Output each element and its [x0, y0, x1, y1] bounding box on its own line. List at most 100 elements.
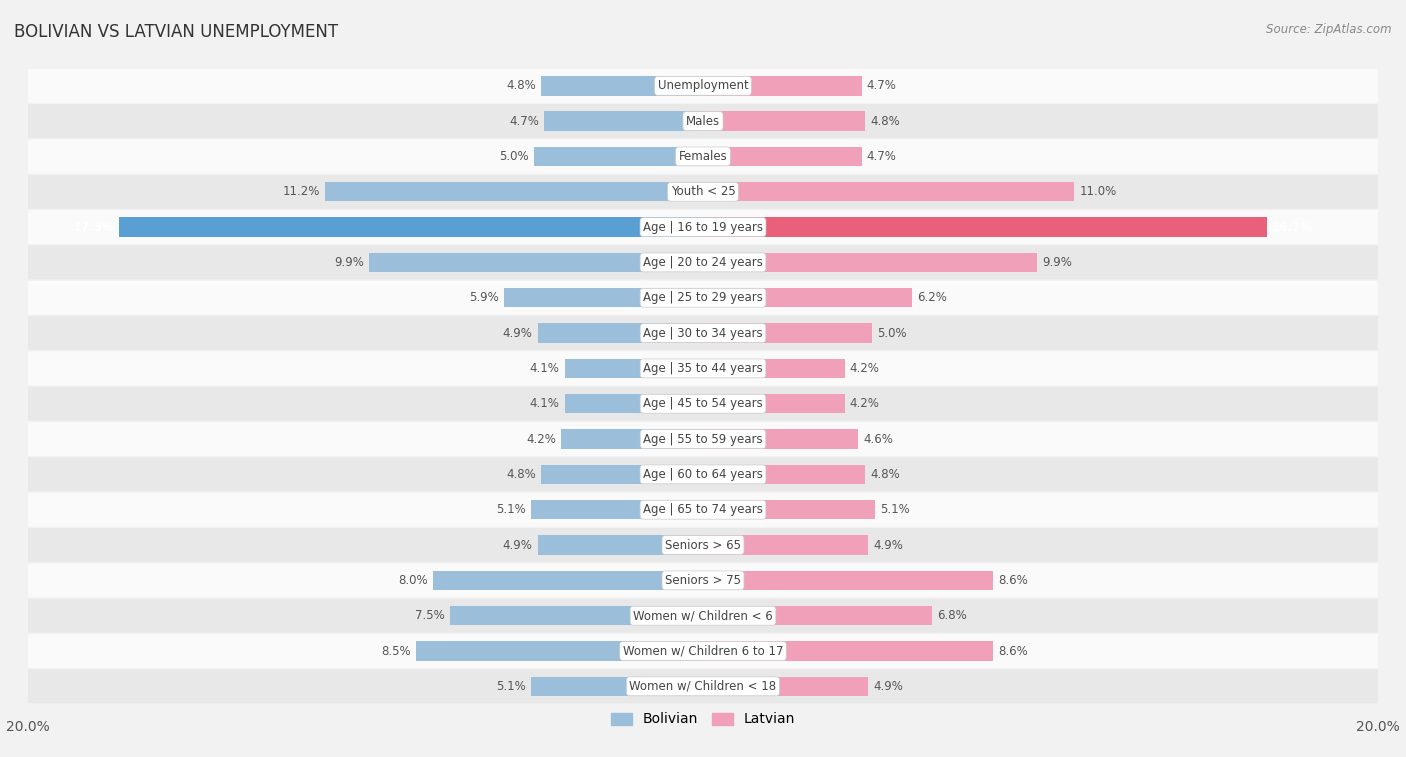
- Bar: [703, 677, 869, 696]
- Text: 6.2%: 6.2%: [917, 291, 948, 304]
- Bar: [537, 535, 703, 555]
- Bar: [433, 571, 703, 590]
- Bar: [368, 253, 703, 273]
- Bar: [703, 147, 862, 167]
- FancyBboxPatch shape: [28, 316, 1378, 350]
- Text: 4.8%: 4.8%: [870, 114, 900, 128]
- Text: Age | 60 to 64 years: Age | 60 to 64 years: [643, 468, 763, 481]
- Text: Age | 16 to 19 years: Age | 16 to 19 years: [643, 220, 763, 234]
- Text: Age | 25 to 29 years: Age | 25 to 29 years: [643, 291, 763, 304]
- Text: Women w/ Children < 6: Women w/ Children < 6: [633, 609, 773, 622]
- FancyBboxPatch shape: [28, 457, 1378, 491]
- Bar: [534, 147, 703, 167]
- Bar: [703, 76, 862, 95]
- Text: 4.9%: 4.9%: [503, 326, 533, 340]
- Text: Age | 55 to 59 years: Age | 55 to 59 years: [643, 432, 763, 446]
- Text: 5.0%: 5.0%: [499, 150, 529, 163]
- Text: 8.6%: 8.6%: [998, 574, 1028, 587]
- Text: BOLIVIAN VS LATVIAN UNEMPLOYMENT: BOLIVIAN VS LATVIAN UNEMPLOYMENT: [14, 23, 339, 41]
- FancyBboxPatch shape: [28, 599, 1378, 633]
- Text: 4.9%: 4.9%: [503, 538, 533, 552]
- Text: 4.2%: 4.2%: [849, 362, 880, 375]
- FancyBboxPatch shape: [28, 69, 1378, 103]
- Bar: [703, 394, 845, 413]
- Text: 11.2%: 11.2%: [283, 185, 321, 198]
- Text: Age | 35 to 44 years: Age | 35 to 44 years: [643, 362, 763, 375]
- Text: 5.9%: 5.9%: [470, 291, 499, 304]
- Bar: [416, 641, 703, 661]
- Bar: [565, 394, 703, 413]
- Text: Females: Females: [679, 150, 727, 163]
- FancyBboxPatch shape: [28, 528, 1378, 562]
- FancyBboxPatch shape: [28, 281, 1378, 315]
- Bar: [703, 429, 858, 449]
- Bar: [703, 500, 875, 519]
- FancyBboxPatch shape: [28, 493, 1378, 527]
- FancyBboxPatch shape: [28, 210, 1378, 244]
- Text: Youth < 25: Youth < 25: [671, 185, 735, 198]
- Text: 4.2%: 4.2%: [526, 432, 557, 446]
- Bar: [703, 571, 993, 590]
- Legend: Bolivian, Latvian: Bolivian, Latvian: [605, 707, 801, 732]
- Text: 16.7%: 16.7%: [1271, 220, 1312, 234]
- Text: 4.9%: 4.9%: [873, 680, 903, 693]
- Bar: [703, 359, 845, 378]
- Text: 4.8%: 4.8%: [506, 468, 536, 481]
- Text: 9.9%: 9.9%: [335, 256, 364, 269]
- Bar: [703, 323, 872, 343]
- Bar: [120, 217, 703, 237]
- FancyBboxPatch shape: [28, 387, 1378, 421]
- Text: 4.7%: 4.7%: [866, 150, 897, 163]
- Text: 4.9%: 4.9%: [873, 538, 903, 552]
- Text: 4.2%: 4.2%: [849, 397, 880, 410]
- FancyBboxPatch shape: [28, 563, 1378, 597]
- Bar: [703, 535, 869, 555]
- Text: Women w/ Children 6 to 17: Women w/ Children 6 to 17: [623, 644, 783, 658]
- Text: Males: Males: [686, 114, 720, 128]
- Text: Unemployment: Unemployment: [658, 79, 748, 92]
- FancyBboxPatch shape: [28, 634, 1378, 668]
- Bar: [703, 606, 932, 625]
- FancyBboxPatch shape: [28, 175, 1378, 209]
- Text: 8.6%: 8.6%: [998, 644, 1028, 658]
- Text: 4.1%: 4.1%: [530, 397, 560, 410]
- Text: 11.0%: 11.0%: [1080, 185, 1116, 198]
- Text: 5.1%: 5.1%: [496, 503, 526, 516]
- Bar: [703, 288, 912, 307]
- FancyBboxPatch shape: [28, 422, 1378, 456]
- Bar: [503, 288, 703, 307]
- Text: 6.8%: 6.8%: [938, 609, 967, 622]
- Text: 9.9%: 9.9%: [1042, 256, 1071, 269]
- Bar: [531, 500, 703, 519]
- Bar: [565, 359, 703, 378]
- FancyBboxPatch shape: [28, 245, 1378, 279]
- Text: Age | 30 to 34 years: Age | 30 to 34 years: [643, 326, 763, 340]
- Text: Source: ZipAtlas.com: Source: ZipAtlas.com: [1267, 23, 1392, 36]
- Text: Women w/ Children < 18: Women w/ Children < 18: [630, 680, 776, 693]
- Bar: [703, 111, 865, 131]
- Bar: [541, 76, 703, 95]
- Bar: [703, 465, 865, 484]
- FancyBboxPatch shape: [28, 104, 1378, 138]
- FancyBboxPatch shape: [28, 351, 1378, 385]
- Text: Age | 20 to 24 years: Age | 20 to 24 years: [643, 256, 763, 269]
- Text: Age | 65 to 74 years: Age | 65 to 74 years: [643, 503, 763, 516]
- Bar: [561, 429, 703, 449]
- Text: 4.8%: 4.8%: [870, 468, 900, 481]
- Text: 5.1%: 5.1%: [880, 503, 910, 516]
- Bar: [703, 217, 1267, 237]
- Bar: [450, 606, 703, 625]
- Text: 4.6%: 4.6%: [863, 432, 893, 446]
- Bar: [325, 182, 703, 201]
- Text: Seniors > 75: Seniors > 75: [665, 574, 741, 587]
- Bar: [703, 641, 993, 661]
- Text: 17.3%: 17.3%: [73, 220, 114, 234]
- Bar: [703, 253, 1038, 273]
- Text: 5.0%: 5.0%: [877, 326, 907, 340]
- Text: 4.7%: 4.7%: [509, 114, 540, 128]
- Text: 8.0%: 8.0%: [398, 574, 427, 587]
- FancyBboxPatch shape: [28, 139, 1378, 173]
- Bar: [703, 182, 1074, 201]
- Text: 4.8%: 4.8%: [506, 79, 536, 92]
- Text: 7.5%: 7.5%: [415, 609, 444, 622]
